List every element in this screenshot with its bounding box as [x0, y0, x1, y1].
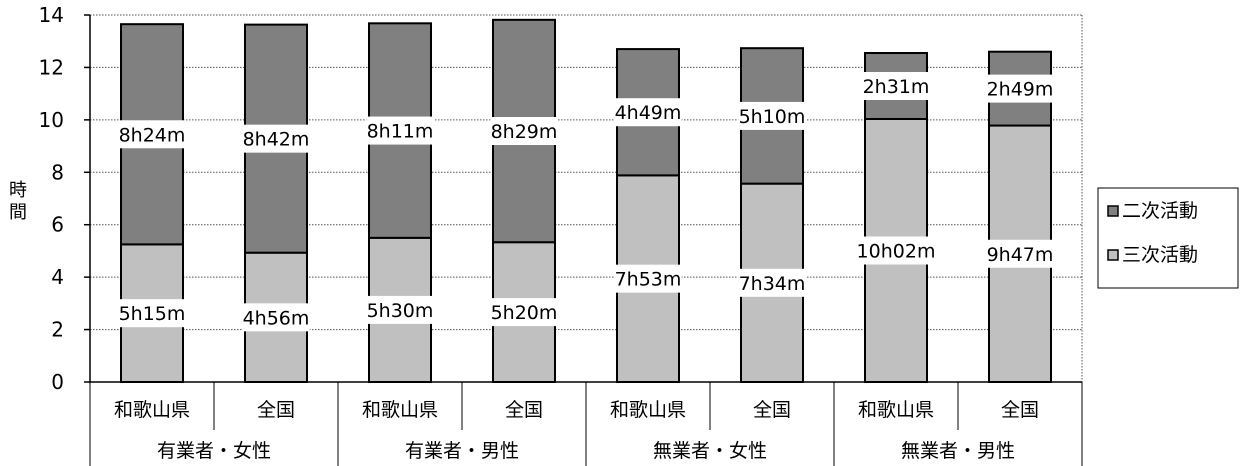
- y-tick-labels: 0 2 4 6 8 10 12 14: [39, 3, 64, 394]
- category-label-2: 和歌山県: [362, 399, 438, 421]
- category-label-3: 全国: [505, 399, 543, 421]
- legend-box: [1097, 187, 1239, 289]
- data-label-bg-1-7: [986, 74, 1054, 103]
- category-label-6: 和歌山県: [858, 399, 934, 421]
- category-label-1: 全国: [257, 399, 295, 421]
- legend-label-0: 二次活動: [1122, 200, 1198, 222]
- data-label-tertiary-1: 4h56m: [243, 307, 310, 329]
- data-label-tertiary-6: 10h02m: [857, 240, 936, 262]
- data-label-bg-0-3: [490, 298, 558, 327]
- data-label-tertiary-4: 7h53m: [615, 269, 682, 291]
- data-label-secondary-1: 8h42m: [243, 129, 310, 151]
- y-tick-label-4: 8: [51, 160, 64, 184]
- data-label-bg-0-0: [118, 299, 186, 328]
- axes: [84, 14, 1083, 466]
- data-label-bg-0-7: [986, 239, 1054, 268]
- y-tick-label-3: 6: [51, 213, 64, 237]
- data-label-tertiary-0: 5h15m: [119, 303, 186, 325]
- data-label-secondary-5: 5h10m: [739, 106, 806, 128]
- y-tick-label-7: 14: [39, 3, 64, 27]
- legend-swatch-1: [1107, 249, 1119, 261]
- legend-swatch-0: [1107, 205, 1119, 217]
- y-axis-label-char-0: 時: [9, 180, 27, 201]
- data-label-bg-1-2: [366, 116, 434, 145]
- y-axis-label-char-1: 間: [9, 202, 27, 223]
- group-label-1: 有業者・男性: [405, 440, 519, 462]
- data-label-bg-1-5: [738, 101, 806, 130]
- y-tick-label-5: 10: [39, 108, 64, 132]
- data-label-tertiary-3: 5h20m: [491, 302, 558, 324]
- category-label-0: 和歌山県: [114, 399, 190, 421]
- data-label-secondary-6: 2h31m: [863, 76, 930, 98]
- group-label-2: 無業者・女性: [653, 440, 767, 462]
- data-label-bg-0-6: [856, 236, 936, 265]
- data-labels: 5h15m 8h24m 4h56m 8h42m 5h30m 8h11m 5h20m 8h29m…: [118, 72, 1054, 332]
- y-tick-label-1: 2: [51, 318, 64, 342]
- category-label-4: 和歌山県: [610, 399, 686, 421]
- data-label-secondary-0: 8h24m: [119, 124, 186, 146]
- data-label-bg-0-1: [242, 303, 310, 332]
- group-label-0: 有業者・女性: [157, 440, 271, 462]
- category-label-7: 全国: [1001, 399, 1039, 421]
- y-tick-label-6: 12: [39, 55, 64, 79]
- data-label-bg-1-3: [490, 117, 558, 146]
- group-label-3: 無業者・男性: [901, 440, 1015, 462]
- y-tick-label-0: 0: [51, 370, 64, 394]
- data-label-tertiary-2: 5h30m: [367, 300, 434, 322]
- data-label-bg-1-4: [614, 98, 682, 127]
- data-label-tertiary-7: 9h47m: [987, 244, 1054, 266]
- data-label-tertiary-5: 7h34m: [739, 273, 806, 295]
- data-label-bg-1-0: [118, 120, 186, 149]
- data-label-secondary-7: 2h49m: [987, 79, 1054, 101]
- data-label-bg-1-1: [242, 124, 310, 153]
- data-label-secondary-3: 8h29m: [491, 121, 558, 143]
- legend-label-1: 三次活動: [1122, 244, 1198, 266]
- data-label-bg-1-6: [862, 72, 930, 101]
- y-axis-label: 時間: [9, 180, 27, 223]
- gridlines: [90, 14, 1083, 382]
- y-tick-label-2: 4: [51, 265, 64, 289]
- data-label-bg-0-4: [614, 264, 682, 293]
- data-label-bg-0-5: [738, 268, 806, 297]
- category-label-5: 全国: [753, 399, 791, 421]
- data-label-bg-0-2: [366, 295, 434, 324]
- data-label-secondary-2: 8h11m: [367, 121, 434, 143]
- data-label-secondary-4: 4h49m: [615, 102, 682, 124]
